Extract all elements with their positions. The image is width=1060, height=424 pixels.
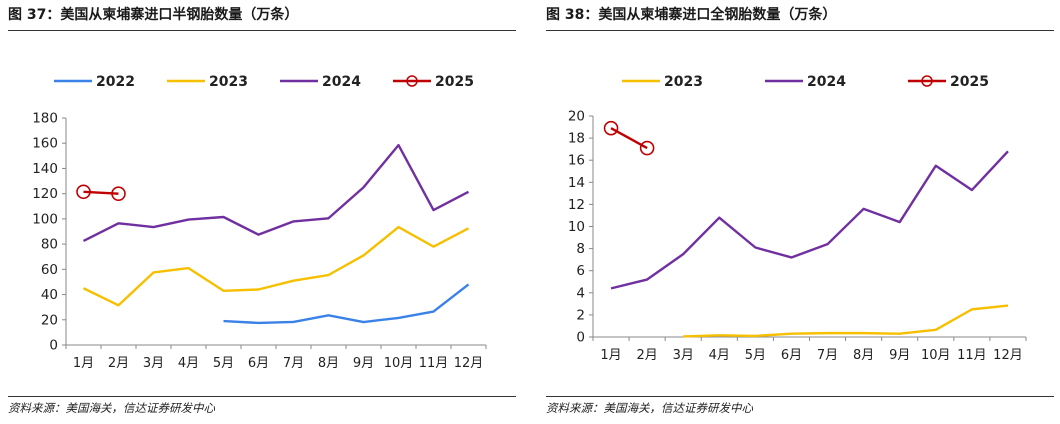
- legend-label-2023: 2023: [209, 74, 248, 90]
- source-note: 资料来源：美国海关，信达证券研发中心: [8, 401, 215, 415]
- y-tick-label: 60: [41, 262, 58, 278]
- x-tick-label: 12月: [993, 348, 1023, 363]
- source-note: 资料来源：美国海关，信达证券研发中心: [546, 401, 753, 415]
- x-tick-label: 8月: [853, 348, 874, 363]
- y-tick-label: 140: [32, 161, 58, 177]
- source-divider: [546, 396, 1054, 397]
- legend-label-2025: 2025: [435, 74, 474, 90]
- x-tick-label: 11月: [419, 356, 449, 371]
- y-tick-label: 0: [576, 330, 585, 346]
- legend-label-2025: 2025: [950, 74, 989, 90]
- y-tick-label: 12: [568, 197, 585, 213]
- series-line-2025: [83, 190, 119, 195]
- y-tick-label: 40: [41, 287, 58, 303]
- x-tick-label: 8月: [318, 356, 339, 371]
- y-tick-label: 6: [576, 263, 585, 279]
- y-tick-label: 16: [568, 153, 585, 169]
- x-tick-label: 1月: [73, 356, 94, 371]
- y-tick-label: 20: [41, 312, 58, 328]
- chart-title: 图 38：美国从柬埔寨进口全钢胎数量（万条）: [546, 7, 837, 23]
- legend-marker-2025: [921, 75, 933, 87]
- x-tick-label: 6月: [248, 356, 269, 371]
- series-line-2023: [683, 304, 1009, 338]
- data-point-2025: [76, 184, 91, 200]
- x-tick-label: 2月: [108, 356, 129, 371]
- x-tick-label: 3月: [143, 356, 164, 371]
- y-tick-label: 100: [32, 211, 58, 227]
- y-tick-label: 8: [576, 241, 585, 257]
- chart-panel-right: 图 38：美国从柬埔寨进口全钢胎数量（万条） 0 2 4 6 8 10 12 14 16 18 20…: [546, 0, 1054, 424]
- x-tick-label: 9月: [889, 348, 910, 363]
- title-divider: [546, 30, 1054, 31]
- half-steel-tire-chart: 0 20 40 60 80 100 120 140 160 180 1月 2月 3月 4月 5月 6月 7月 8月…: [32, 74, 487, 371]
- data-point-2025: [111, 186, 126, 201]
- x-tick-label: 6月: [781, 348, 802, 363]
- y-tick-label: 2: [576, 307, 585, 323]
- series-line-2024: [610, 150, 1009, 290]
- chart-title: 图 37：美国从柬埔寨进口半钢胎数量（万条）: [8, 7, 299, 23]
- y-tick-label: 120: [32, 186, 58, 202]
- data-point-2025: [639, 140, 655, 156]
- legend-marker-2025: [406, 75, 418, 87]
- x-tick-label: 1月: [600, 348, 621, 363]
- legend-label-2022: 2022: [96, 74, 135, 90]
- x-tick-label: 3月: [673, 348, 694, 363]
- x-tick-label: 5月: [213, 356, 234, 371]
- data-point-2025: [603, 120, 619, 136]
- series-line-2023: [82, 225, 470, 307]
- x-tick-label: 11月: [957, 348, 987, 363]
- legend-label-2024: 2024: [807, 74, 846, 90]
- y-tick-label: 0: [49, 338, 58, 354]
- x-tick-label: 2月: [636, 348, 657, 363]
- x-tick-label: 4月: [178, 356, 199, 371]
- y-tick-label: 14: [568, 175, 585, 191]
- x-tick-label: 10月: [921, 348, 951, 363]
- y-tick-label: 10: [568, 219, 585, 235]
- legend-label-2023: 2023: [664, 74, 703, 90]
- x-tick-label: 5月: [745, 348, 766, 363]
- series-line-2022: [223, 283, 470, 325]
- x-tick-label: 7月: [817, 348, 838, 363]
- y-tick-label: 180: [32, 111, 58, 127]
- legend-label-2024: 2024: [322, 74, 361, 90]
- y-tick-label: 80: [41, 237, 58, 253]
- chart-panel-left: 图 37：美国从柬埔寨进口半钢胎数量（万条） 0 20 40 60 80 100 120 14…: [8, 0, 516, 424]
- source-divider: [8, 396, 516, 397]
- all-steel-tire-chart: 0 2 4 6 8 10 12 14 16 18 20 1月 2月 3月 4月 5月 6月 7月 8月 9月 10月 11…: [568, 74, 1027, 363]
- title-divider: [8, 30, 516, 31]
- y-tick-label: 20: [568, 109, 585, 125]
- x-tick-label: 12月: [454, 356, 484, 371]
- series-line-2024: [82, 143, 470, 243]
- x-tick-label: 9月: [353, 356, 374, 371]
- x-tick-label: 10月: [384, 356, 414, 371]
- y-tick-label: 4: [576, 285, 585, 301]
- x-tick-label: 4月: [709, 348, 730, 363]
- y-tick-label: 160: [32, 136, 58, 152]
- y-tick-label: 18: [568, 131, 585, 147]
- x-tick-label: 7月: [283, 356, 304, 371]
